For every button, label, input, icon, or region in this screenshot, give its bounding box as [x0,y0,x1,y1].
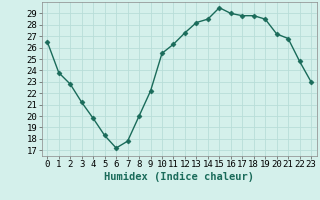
X-axis label: Humidex (Indice chaleur): Humidex (Indice chaleur) [104,172,254,182]
